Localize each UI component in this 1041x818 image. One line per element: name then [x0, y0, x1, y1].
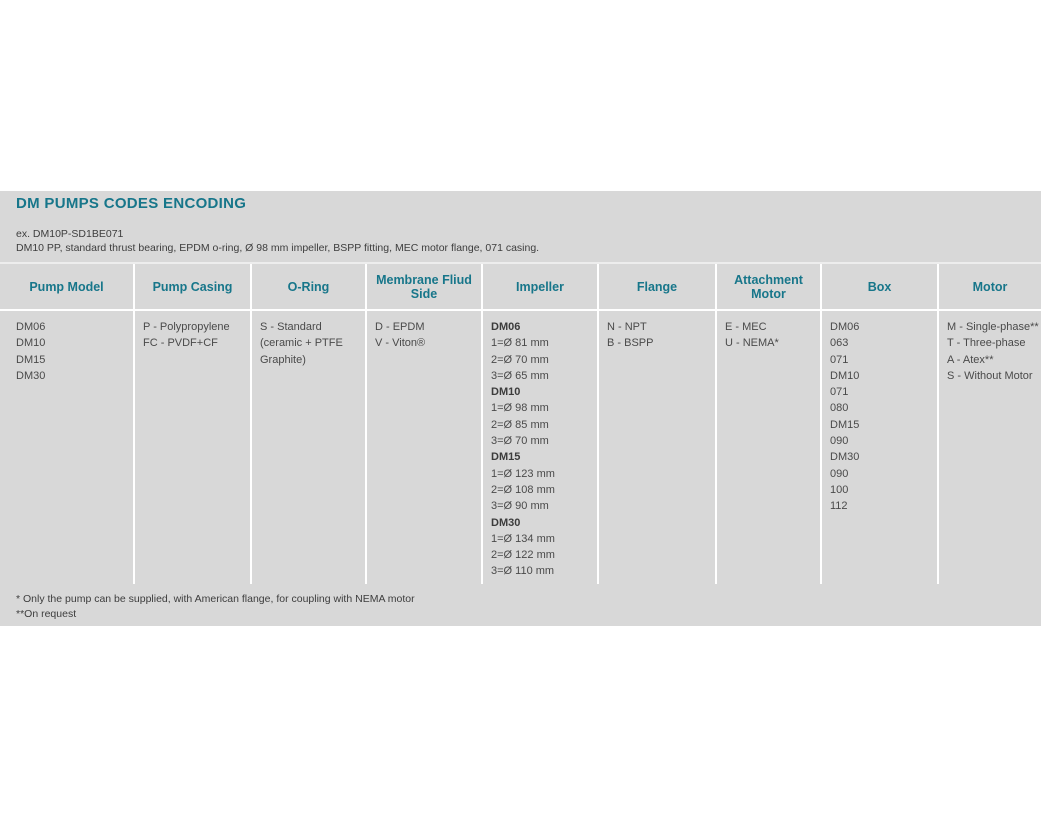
- cell-line: DM10: [16, 337, 46, 350]
- column-o-ring: O-Ring S - Standard (ceramic + PTFE Graphit…: [250, 264, 365, 584]
- cell-line: N - NPT: [607, 321, 647, 333]
- cell-line: DM06: [830, 321, 860, 333]
- cell-line: 3=Ø 70 mm: [491, 435, 549, 448]
- cell-line: 2=Ø 122 mm: [491, 549, 555, 562]
- cell-line: DM15: [830, 418, 860, 431]
- column-box: Box DM06 063 071 DM10 071 080 DM15 090 DM30 090 100…: [820, 264, 937, 584]
- cell-line: 3=Ø 90 mm: [491, 500, 549, 513]
- column-header: Membrane Fliud Side: [367, 264, 481, 311]
- cell-line: DM06: [16, 321, 46, 333]
- cell-line: 112: [830, 500, 848, 513]
- cell-line: DM15: [491, 451, 521, 464]
- column-header: Flange: [599, 264, 715, 311]
- cell-line: 100: [830, 483, 849, 496]
- cell-line: M - Single-phase**: [947, 321, 1039, 333]
- cell-line: S - Without Motor: [947, 369, 1033, 382]
- example-code: ex. DM10P-SD1BE071: [16, 228, 124, 240]
- column-cell: M - Single-phase** T - Three-phase A - Ate…: [939, 311, 1041, 584]
- cell-line: DM10: [491, 386, 521, 399]
- cell-line: 1=Ø 81 mm: [491, 337, 549, 350]
- cell-line: E - MEC: [725, 321, 767, 333]
- cell-line: U - NEMA*: [725, 337, 779, 350]
- example-description: DM10 PP, standard thrust bearing, EPDM o…: [16, 242, 540, 254]
- cell-line: DM06: [491, 321, 521, 333]
- cell-line: 080: [830, 402, 849, 415]
- column-cell: N - NPT B - BSPP: [599, 311, 715, 584]
- cell-line: 3=Ø 110 mm: [491, 565, 555, 578]
- cell-line: S - Standard: [260, 321, 322, 333]
- cell-line: V - Viton®: [375, 337, 426, 350]
- column-pump-model: Pump Model DM06 DM10 DM15 DM30: [0, 264, 133, 584]
- column-cell: S - Standard (ceramic + PTFE Graphite): [252, 311, 365, 584]
- cell-line: 063: [830, 337, 849, 350]
- cell-line: 090: [830, 467, 849, 480]
- cell-line: DM30: [491, 516, 521, 529]
- codes-panel: DM PUMPS CODES ENCODING ex. DM10P-SD1BE0…: [0, 191, 1041, 626]
- cell-line: 3=Ø 65 mm: [491, 369, 549, 382]
- column-impeller: Impeller DM06 1=Ø 81 mm 2=Ø 70 mm 3=Ø 65 mm D…: [481, 264, 597, 584]
- cell-line: 1=Ø 123 mm: [491, 467, 555, 480]
- column-header: Pump Model: [0, 264, 133, 311]
- cell-line: 2=Ø 70 mm: [491, 353, 549, 366]
- column-membrane-fliud-side: Membrane Fliud Side D - EPDM V - Viton®: [365, 264, 481, 584]
- column-header: Pump Casing: [135, 264, 250, 311]
- cell-line: DM15: [16, 353, 46, 366]
- column-cell: DM06 1=Ø 81 mm 2=Ø 70 mm 3=Ø 65 mm DM10 1=Ø 9…: [483, 311, 597, 584]
- column-flange: Flange N - NPT B - BSPP: [597, 264, 715, 584]
- column-header: Impeller: [483, 264, 597, 311]
- cell-line: DM10: [830, 369, 860, 382]
- cell-line: 1=Ø 98 mm: [491, 402, 549, 415]
- footnotes: * Only the pump can be supplied, with Am…: [16, 592, 415, 622]
- page-title: DM PUMPS CODES ENCODING: [16, 195, 247, 212]
- cell-line: 2=Ø 108 mm: [491, 483, 555, 496]
- column-motor: Motor M - Single-phase** T - Three-phase A …: [937, 264, 1041, 584]
- column-cell: E - MEC U - NEMA*: [717, 311, 820, 584]
- footnote-nema: * Only the pump can be supplied, with Am…: [16, 593, 415, 605]
- cell-line: 071: [830, 353, 849, 366]
- footnote-on-request: **On request: [16, 608, 77, 620]
- cell-line: 1=Ø 134 mm: [491, 532, 555, 545]
- column-attachment-motor: Attachment Motor E - MEC U - NEMA*: [715, 264, 820, 584]
- column-header: Attachment Motor: [717, 264, 820, 311]
- example-block: ex. DM10P-SD1BE071 DM10 PP, standard thr…: [16, 227, 539, 255]
- cell-line: P - Polypropylene: [143, 321, 230, 333]
- cell-line: 090: [830, 435, 849, 448]
- cell-line: B - BSPP: [607, 337, 654, 350]
- codes-table: Pump Model DM06 DM10 DM15 DM30 Pump Casing P -…: [0, 262, 1041, 584]
- column-pump-casing: Pump Casing P - Polypropylene FC - PVDF+CF: [133, 264, 250, 584]
- column-cell: DM06 DM10 DM15 DM30: [0, 311, 133, 584]
- cell-line: D - EPDM: [375, 321, 425, 333]
- column-cell: DM06 063 071 DM10 071 080 DM15 090 DM30 090 100 112: [822, 311, 937, 584]
- column-header: Motor: [939, 264, 1041, 311]
- column-header: Box: [822, 264, 937, 311]
- cell-line: DM30: [16, 369, 46, 382]
- cell-line: (ceramic + PTFE: [260, 337, 343, 350]
- cell-line: Graphite): [260, 353, 306, 366]
- column-cell: P - Polypropylene FC - PVDF+CF: [135, 311, 250, 584]
- cell-line: 2=Ø 85 mm: [491, 418, 549, 431]
- column-header: O-Ring: [252, 264, 365, 311]
- column-cell: D - EPDM V - Viton®: [367, 311, 481, 584]
- cell-line: T - Three-phase: [947, 337, 1026, 350]
- cell-line: A - Atex**: [947, 353, 994, 366]
- cell-line: DM30: [830, 451, 860, 464]
- cell-line: FC - PVDF+CF: [143, 337, 218, 350]
- cell-line: 071: [830, 386, 849, 399]
